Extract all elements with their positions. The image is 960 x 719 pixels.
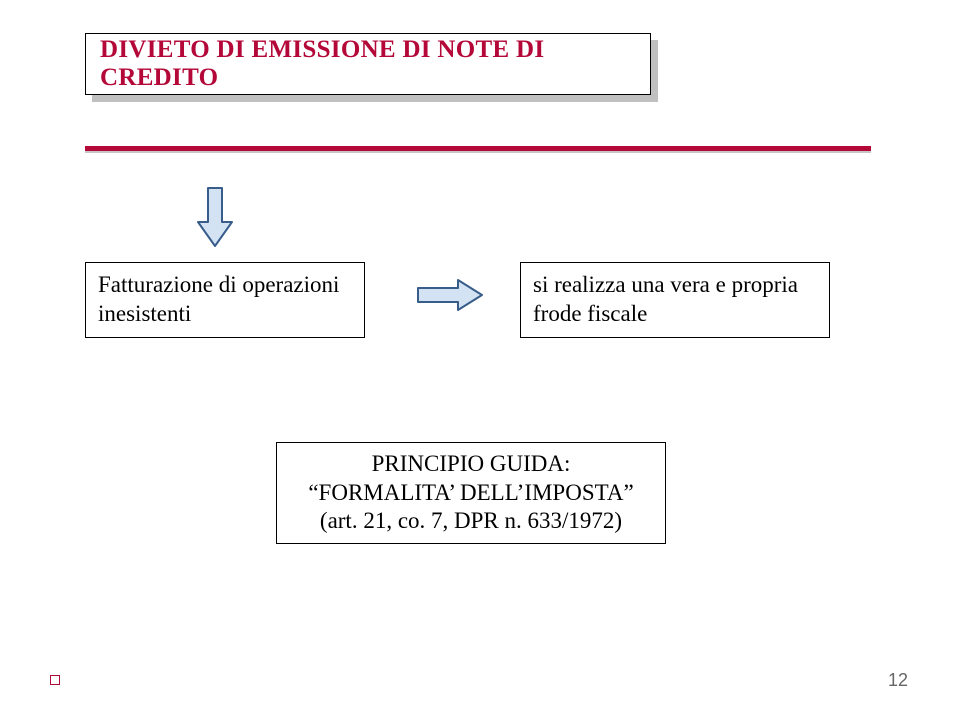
right-box-line1: si realizza una vera e propria: [533, 271, 817, 300]
left-box-line2: inesistenti: [98, 300, 352, 329]
slide: DIVIETO DI EMISSIONE DI NOTE DI CREDITO …: [0, 0, 960, 719]
bullet-icon: [50, 675, 60, 685]
arrow-right-icon: [416, 278, 484, 312]
left-box: Fatturazione di operazioni inesistenti: [85, 262, 365, 338]
bottom-box-line2: “FORMALITA’ DELL’IMPOSTA”: [308, 479, 633, 508]
title-box: DIVIETO DI EMISSIONE DI NOTE DI CREDITO: [85, 33, 651, 95]
rule-gray: [85, 151, 871, 153]
left-box-line1: Fatturazione di operazioni: [98, 271, 352, 300]
arrow-down-icon: [196, 186, 234, 248]
title-text: DIVIETO DI EMISSIONE DI NOTE DI CREDITO: [100, 36, 650, 92]
bottom-box-line1: PRINCIPIO GUIDA:: [372, 450, 571, 479]
page-number: 12: [888, 670, 908, 691]
right-box: si realizza una vera e propria frode fis…: [520, 262, 830, 338]
bottom-box: PRINCIPIO GUIDA: “FORMALITA’ DELL’IMPOST…: [276, 442, 666, 544]
bottom-box-line3: (art. 21, co. 7, DPR n. 633/1972): [320, 507, 622, 536]
right-box-line2: frode fiscale: [533, 300, 817, 329]
